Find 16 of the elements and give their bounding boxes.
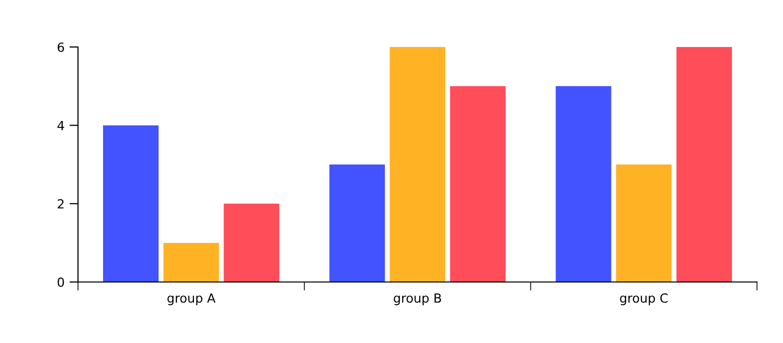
bar xyxy=(390,47,446,282)
y-tick-label: 4 xyxy=(57,120,64,130)
bar xyxy=(676,47,732,282)
x-tick-label: group B xyxy=(394,293,442,306)
bar xyxy=(224,204,280,282)
y-tick-label: 2 xyxy=(58,199,64,208)
x-tick-label: group C xyxy=(620,293,668,306)
bar xyxy=(103,125,159,282)
bar xyxy=(450,86,506,282)
x-tick-label: group A xyxy=(167,293,216,306)
y-tick-label: 0 xyxy=(58,277,64,287)
y-tick-label: 6 xyxy=(58,42,64,52)
bar xyxy=(163,242,219,282)
bar xyxy=(556,86,612,282)
bar xyxy=(616,164,672,282)
bar xyxy=(329,164,385,282)
